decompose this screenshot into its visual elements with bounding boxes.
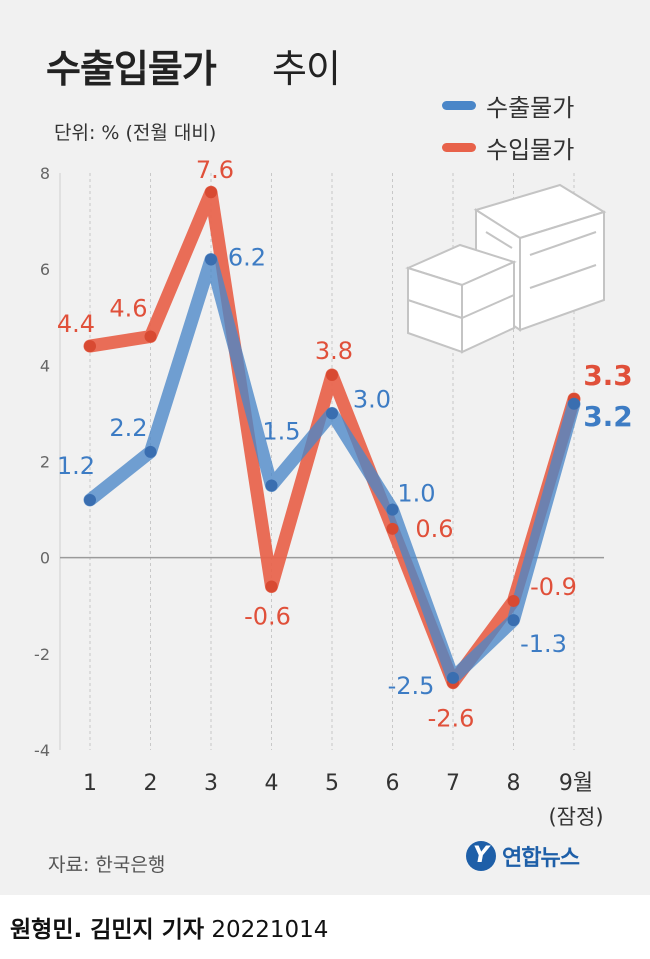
x-tick-label: 7	[446, 771, 460, 796]
export-data-label: -2.5	[388, 672, 435, 700]
export-data-label: 1.2	[57, 452, 95, 480]
legend: 수출물가 수입물가	[442, 84, 574, 168]
y-tick-label: 6	[40, 260, 50, 279]
yonhap-logo-icon: Y	[466, 841, 496, 871]
export-data-label: 1.0	[397, 480, 435, 508]
import-data-label: -0.6	[244, 603, 291, 631]
source-note: 자료: 한국은행	[48, 854, 166, 876]
export-data-label: 3.0	[353, 385, 391, 413]
x-tick-label: 6	[386, 771, 400, 796]
credit-line: 원형민. 김민지 기자 20221014	[10, 910, 328, 944]
import-point	[507, 594, 520, 607]
import-data-label: 4.6	[109, 294, 147, 322]
y-tick-label: 2	[40, 453, 50, 472]
import-data-label: 0.6	[415, 515, 453, 543]
export-point	[326, 407, 338, 420]
credit-name: 원형민. 김민지 기자	[10, 917, 205, 943]
import-data-label: 4.4	[57, 310, 95, 338]
y-tick-label: 0	[40, 549, 50, 568]
export-point	[265, 479, 278, 492]
export-data-label: 6.2	[228, 244, 266, 272]
export-point	[386, 503, 399, 516]
import-data-label: 7.6	[196, 156, 234, 184]
y-tick-label: 8	[40, 164, 50, 183]
legend-label-export: 수출물가	[486, 93, 575, 122]
line-chart: 8 6 4 2 0 -2 -4 1 2 3 4 5 6 7 8 9월 (잠정) 1.2 2.2 6.2 1.5 3.0 1.…	[34, 156, 633, 829]
x-tick-note: (잠정)	[548, 805, 603, 829]
x-tick-label: 3	[204, 771, 218, 796]
y-tick-label: -2	[34, 645, 50, 664]
x-tick-label: 8	[507, 771, 521, 796]
legend-swatch-import	[442, 142, 476, 152]
chart-title: 수출입물가	[46, 47, 217, 91]
credit-date: 20221014	[211, 917, 329, 943]
unit-label: 단위: % (전월 대비)	[54, 122, 217, 144]
x-tick-label: 4	[265, 771, 279, 796]
export-data-label: -1.3	[520, 630, 567, 658]
logo-text: 연합뉴스	[502, 846, 580, 871]
import-data-label: -0.9	[530, 573, 577, 601]
import-data-label: 3.8	[315, 337, 353, 365]
export-data-label: 3.2	[583, 400, 633, 433]
legend-item-import: 수입물가	[442, 126, 574, 168]
import-point	[144, 330, 157, 343]
export-point	[568, 397, 580, 410]
chart-title-suffix: 추이	[272, 47, 341, 91]
import-point	[265, 580, 278, 593]
legend-swatch-export	[442, 100, 476, 110]
x-tick-label: 1	[83, 771, 97, 796]
import-point	[326, 368, 338, 381]
export-data-label: 1.5	[262, 418, 300, 446]
export-point	[144, 445, 157, 458]
y-tick-label: -4	[34, 741, 50, 760]
import-point	[205, 186, 217, 199]
export-point	[507, 614, 520, 627]
chart-panel: 수출입물가 추이 단위: % (전월 대비) 8 6 4 2 0 -2 -4 1 2 3 4 5 6 7 8…	[0, 0, 650, 895]
export-point	[84, 493, 96, 506]
y-tick-label: 4	[40, 356, 50, 375]
import-point	[84, 340, 96, 353]
export-point	[447, 671, 459, 684]
legend-item-export: 수출물가	[442, 84, 574, 126]
import-data-label: 3.3	[583, 359, 633, 392]
x-tick-label: 2	[144, 771, 158, 796]
publisher-logo: Y 연합뉴스	[466, 840, 580, 872]
legend-label-import: 수입물가	[486, 135, 575, 164]
export-point	[205, 253, 217, 266]
x-tick-label: 9월	[559, 771, 593, 796]
export-data-label: 2.2	[109, 414, 147, 442]
import-data-label: -2.6	[428, 705, 475, 733]
shipping-boxes-icon	[405, 183, 607, 354]
import-point	[386, 522, 399, 535]
x-tick-label: 5	[325, 771, 339, 796]
